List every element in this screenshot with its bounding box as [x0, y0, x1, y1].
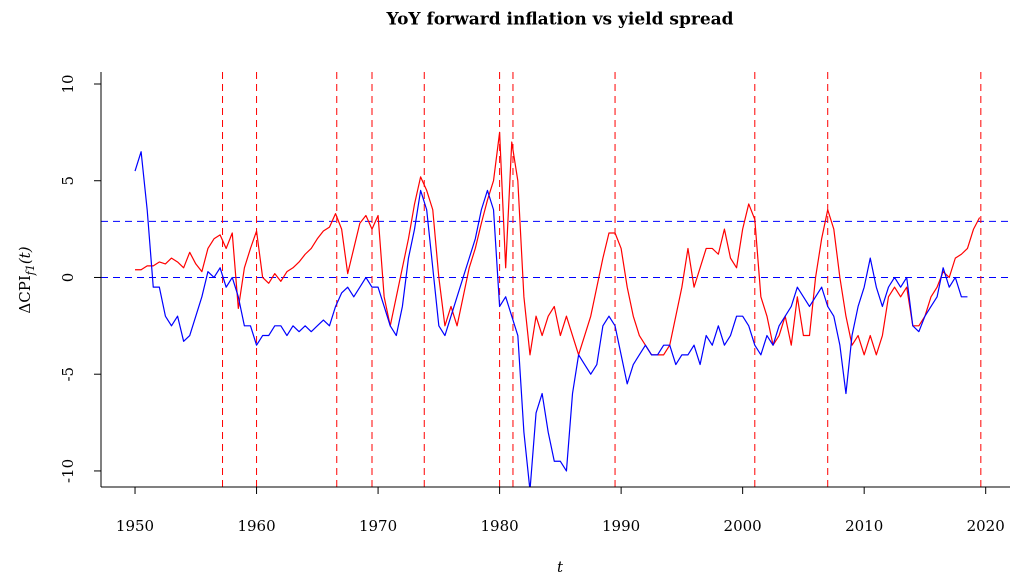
y-label-base: ΔCPI [16, 275, 34, 313]
x-tick-label: 1950 [116, 517, 154, 535]
y-tick-label: -5 [59, 367, 77, 382]
y-label-sub: f1 [24, 264, 37, 276]
x-axis-label: t [557, 558, 564, 576]
x-tick-label: 1960 [237, 517, 275, 535]
series-line [135, 131, 981, 356]
y-axis-label: ΔCPIf1(t) [16, 246, 37, 313]
x-tick-label: 1970 [359, 517, 397, 535]
y-tick-label: 5 [59, 176, 77, 186]
y-tick-label: -10 [59, 459, 77, 483]
plot-area [101, 72, 1010, 487]
x-tick-label: 1990 [602, 517, 640, 535]
y-label-rest: (t) [16, 246, 34, 264]
x-tick-label: 2000 [724, 517, 762, 535]
series-line [134, 151, 968, 487]
chart-title: YoY forward inflation vs yield spread [385, 10, 733, 30]
y-tick-label: 0 [59, 273, 77, 283]
y-tick-label: 10 [59, 74, 77, 93]
x-tick-label: 2010 [845, 517, 883, 535]
x-tick-label: 2020 [967, 517, 1005, 535]
x-tick-label: 1980 [481, 517, 519, 535]
